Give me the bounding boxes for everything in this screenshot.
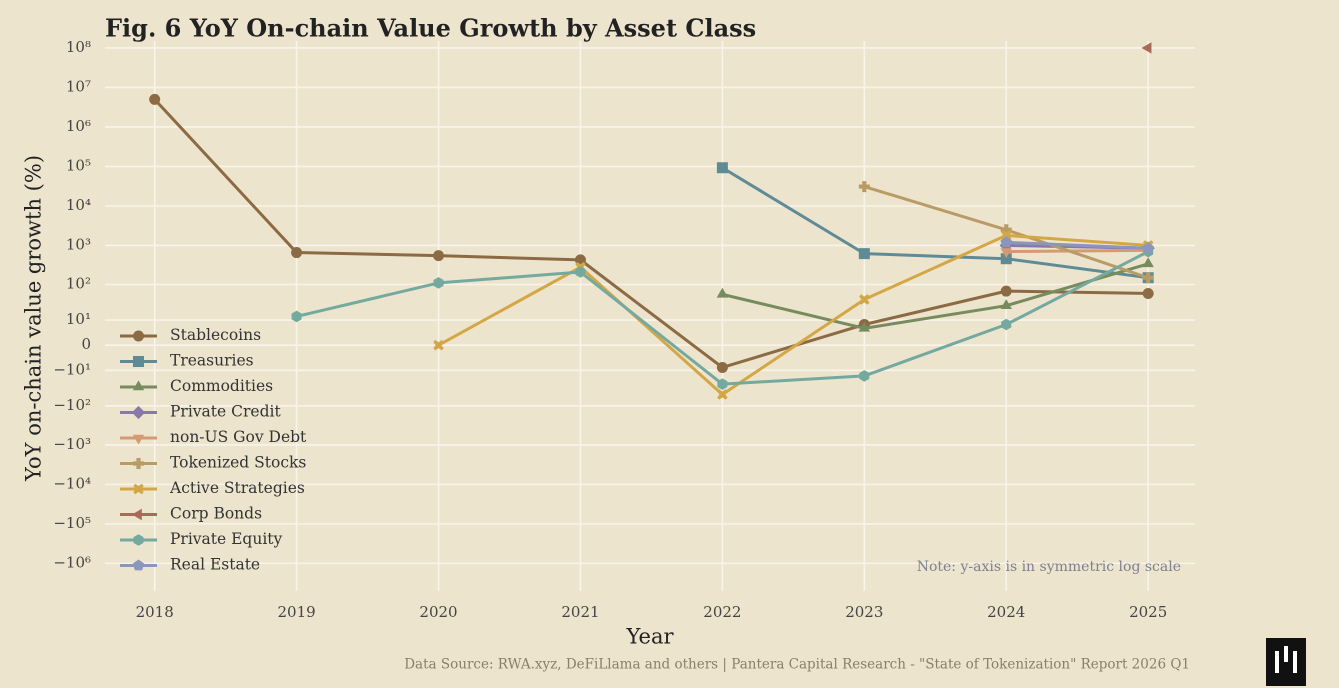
x-tick-label: 2023 [845,603,883,621]
y-tick-label: −10³ [53,435,91,453]
legend-label: Corp Bonds [170,505,262,523]
data-point [291,247,303,259]
legend-label: non-US Gov Debt [170,428,307,446]
data-point [1000,253,1012,265]
data-point [1001,230,1012,241]
legend-label: Real Estate [170,556,260,574]
y-tick-label: 10⁵ [66,156,91,174]
data-point [149,93,161,105]
data-point [859,370,870,382]
x-tick-label: 2019 [278,603,316,621]
y-tick-label: 0 [81,335,91,353]
data-point [858,321,871,332]
data-point [291,310,302,323]
y-tick-label: −10² [53,396,91,414]
series-line [721,166,1149,280]
data-point [1001,318,1012,331]
legend-label: Private Credit [170,403,281,421]
y-tick-label: 10³ [66,235,91,253]
y-tick-label: −10⁵ [53,514,91,532]
logo [1266,638,1306,686]
source: Data Source: RWA.xyz, DeFiLlama and othe… [404,657,1190,673]
chart-title: Fig. 6 YoY On-chain Value Growth by Asse… [105,14,756,43]
legend-marker [132,434,145,445]
x-tick-label: 2022 [703,603,741,621]
legend-marker [133,534,144,546]
series-line [1006,248,1149,254]
legend-label: Treasuries [170,352,254,370]
data-point [433,339,444,351]
x-tick-label: 2020 [419,603,457,621]
data-point [1000,236,1012,248]
data-point [1000,299,1012,309]
data-point [859,294,870,305]
y-tick-label: 10² [66,275,91,293]
y-tick-label: 10⁸ [66,38,91,56]
grid [105,41,1195,591]
legend: Stablecoins Treasuries Commodities Private … [120,326,307,574]
x-tick-label: 2025 [1129,603,1167,621]
x-tick-label: 2021 [561,603,599,621]
y-tick-label: 10¹ [66,310,91,328]
series-line [153,98,1149,369]
x-tick-label: 2018 [136,603,174,621]
data-point [1000,285,1012,297]
legend-label: Tokenized Stocks [170,454,306,472]
y-tick-label: 10⁶ [66,117,91,135]
data-point [717,389,728,400]
data-point [1142,242,1154,254]
data-point [433,250,445,262]
legend-marker [133,330,144,342]
note: Note: y-axis is in symmetric log scale [917,559,1181,575]
legend-marker [133,356,144,367]
x-axis-label: Year [625,625,674,649]
data-point [1000,248,1012,259]
legend-label: Private Equity [170,530,283,548]
data-point [716,361,728,373]
data-point [858,248,870,260]
data-point [433,277,444,289]
legend-marker [131,508,142,521]
data-point [1142,257,1154,268]
series-layer [149,42,1155,400]
data-point [1141,42,1152,54]
y-tick-label: 10⁷ [66,77,91,95]
legend-marker [133,483,144,495]
legend-label: Active Strategies [169,479,305,497]
data-point [858,181,870,193]
legend-marker [132,559,145,571]
data-point [1142,287,1154,299]
legend-marker [132,380,145,391]
y-tick-label: −10⁶ [53,553,91,571]
y-tick-label: −10⁴ [53,474,91,492]
legend-label: Stablecoins [170,326,261,344]
series-line [1006,240,1149,250]
data-point [717,378,728,390]
legend-marker [133,458,144,469]
y-tick-label: −10¹ [53,360,91,378]
legend-label: Commodities [170,377,273,395]
x-tick-label: 2024 [987,603,1025,621]
data-point [575,266,586,278]
series-line [722,262,1149,330]
series-line [437,233,1149,396]
y-axis-label: YoY on-chain value growth (%) [22,155,46,482]
data-point [1000,224,1012,236]
data-point [716,287,729,298]
legend-marker [131,405,146,420]
data-point [1142,272,1154,284]
y-tick-label: 10⁴ [66,196,91,214]
data-point [716,162,728,174]
